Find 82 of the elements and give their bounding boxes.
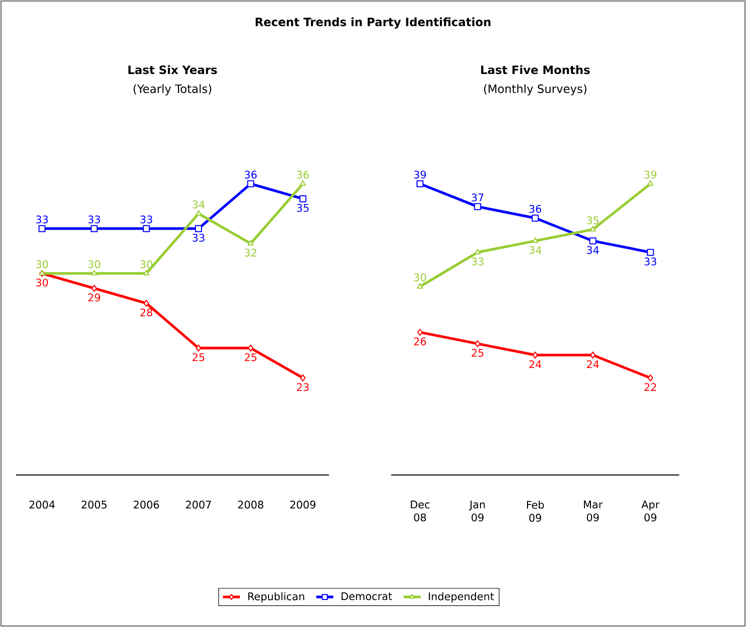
point <box>647 180 654 186</box>
x-tick-label: 2009 <box>290 500 316 509</box>
point <box>144 300 150 307</box>
point <box>532 352 538 359</box>
point <box>300 374 306 382</box>
data-label: 23 <box>296 383 309 392</box>
data-label: 32 <box>244 248 256 257</box>
point <box>38 225 46 232</box>
data-label: 30 <box>88 260 100 268</box>
point <box>646 248 654 256</box>
data-label: 33 <box>36 215 48 224</box>
point <box>143 270 150 276</box>
data-label: 33 <box>192 234 204 242</box>
legend-label: Democrat <box>342 592 392 600</box>
point <box>416 180 424 188</box>
point <box>416 283 424 289</box>
x-tick-label: 2004 <box>29 500 55 509</box>
data-label: 24 <box>586 360 599 368</box>
point <box>299 195 306 202</box>
data-label: 33 <box>140 215 152 224</box>
data-label: 30 <box>36 278 48 287</box>
data-label: 36 <box>296 170 309 179</box>
data-label: 25 <box>192 353 204 362</box>
x-tick-label: 2006 <box>134 500 159 509</box>
data-label: 39 <box>644 170 656 179</box>
point <box>90 225 98 232</box>
data-label: 33 <box>88 215 100 224</box>
x-tick-label: Dec 08 <box>410 500 430 522</box>
data-label: 33 <box>644 258 656 266</box>
legend-label: Republican <box>248 592 304 602</box>
data-label: 34 <box>529 246 542 254</box>
point <box>247 180 254 188</box>
point <box>91 270 98 276</box>
chart-subtitle: (Yearly Totals) <box>134 84 212 96</box>
data-label: 36 <box>244 170 257 179</box>
data-label: 39 <box>414 170 426 179</box>
data-label: 33 <box>472 258 484 266</box>
chart-subtitle: (Monthly Surveys) <box>484 84 586 96</box>
text: Recent Trends in Party Identification <box>256 17 490 29</box>
point <box>589 237 596 244</box>
data-label: 34 <box>586 246 599 254</box>
data-label: 26 <box>414 337 426 346</box>
point <box>474 248 481 254</box>
data-label: 36 <box>529 204 542 213</box>
point <box>532 237 538 243</box>
data-label: 29 <box>88 294 100 302</box>
point <box>196 344 202 352</box>
point <box>195 210 202 216</box>
point <box>300 180 306 186</box>
point <box>142 225 150 232</box>
data-label: 34 <box>192 200 205 208</box>
data-label: 35 <box>296 204 309 212</box>
data-label: 22 <box>644 383 656 391</box>
point <box>648 374 654 382</box>
legend-label: Independent <box>428 592 494 602</box>
data-label: 30 <box>414 273 426 282</box>
point <box>532 214 539 222</box>
data-label: 35 <box>586 216 599 224</box>
x-tick-label: Apr 09 <box>641 500 660 522</box>
point <box>248 344 254 352</box>
data-label: 37 <box>472 194 484 202</box>
chart-title: Last Six Years <box>128 65 217 74</box>
x-tick-label: 2005 <box>82 500 107 509</box>
x-tick-label: Feb 09 <box>526 500 544 522</box>
point <box>474 203 482 210</box>
data-label: 25 <box>472 348 484 357</box>
data-label: 25 <box>244 353 256 362</box>
point <box>590 352 596 359</box>
x-tick-label: 2008 <box>238 500 264 509</box>
point <box>91 284 97 292</box>
point <box>195 225 202 232</box>
point <box>590 226 596 232</box>
point <box>417 328 423 336</box>
data-label: 30 <box>36 260 48 268</box>
x-tick-label: Mar 09 <box>584 500 603 522</box>
x-tick-label: Jan 09 <box>469 500 485 522</box>
point <box>474 340 480 348</box>
data-label: 28 <box>140 308 152 316</box>
x-tick-label: 2007 <box>186 500 211 509</box>
chart-title: Last Five Months <box>481 65 590 74</box>
point <box>248 240 254 246</box>
data-label: 24 <box>529 360 542 368</box>
